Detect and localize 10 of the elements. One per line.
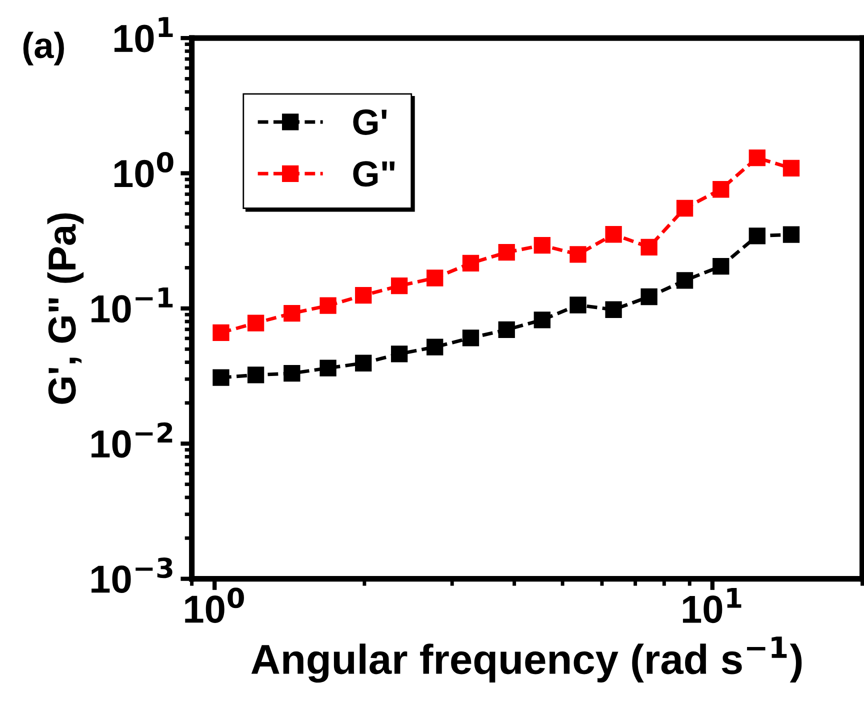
- text: (a): [23, 32, 64, 66]
- y-tick-label: 10$^{1}$: [114, 17, 173, 52]
- y-axis-title: G', G" (Pa): [47, 213, 84, 404]
- y-tick-label: 10$^{0}$: [114, 152, 174, 188]
- y-tick-label: 10$^{−2}$: [92, 422, 172, 458]
- y-tick-label: 10$^{−1}$: [92, 288, 173, 323]
- x-axis-title: Angular frequency (rad s$^{−1}$): [251, 636, 802, 683]
- legend-label: G": [353, 161, 395, 187]
- legend-label: G': [353, 109, 387, 135]
- y-tick-label: 10$^{−3}$: [92, 558, 172, 593]
